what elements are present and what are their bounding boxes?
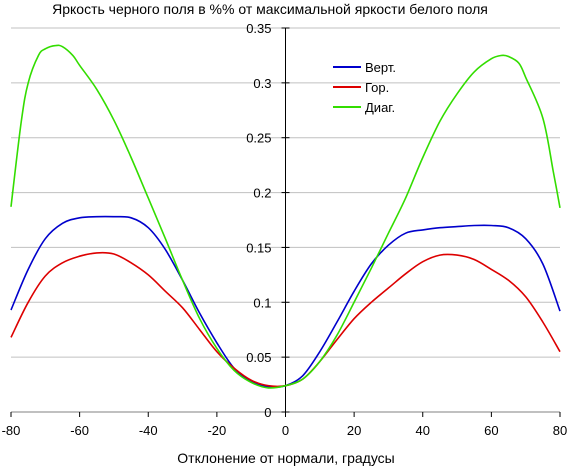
x-tick-label: -60 xyxy=(70,423,89,438)
y-tick-label: 0.1 xyxy=(253,295,271,310)
y-tick-label: 0 xyxy=(264,405,271,420)
y-tick-label: 0.3 xyxy=(253,76,271,91)
x-tick-label: -20 xyxy=(207,423,226,438)
y-tick-label: 0.2 xyxy=(253,186,271,201)
legend: Верт. Гор. Диаг. xyxy=(333,60,396,115)
x-tick-label: 60 xyxy=(484,423,498,438)
legend-label: Диаг. xyxy=(365,100,395,115)
x-tick-label: 20 xyxy=(347,423,361,438)
series-line-3 xyxy=(10,44,561,389)
y-tick-label: 0.25 xyxy=(246,131,271,146)
legend-label: Гор. xyxy=(365,80,389,95)
axes xyxy=(10,27,561,417)
x-tick-label: -40 xyxy=(139,423,158,438)
y-tick-label: 0.05 xyxy=(246,350,271,365)
x-tick-label: 40 xyxy=(416,423,430,438)
tick-labels: 0 0.05 0.1 0.15 0.2 0.25 0.3 0.35 -80 -60 -40 -20 0 2… xyxy=(2,21,568,438)
y-tick-label: 0.15 xyxy=(246,240,271,255)
series-lines xyxy=(10,44,561,389)
y-tick-label: 0.35 xyxy=(246,21,271,36)
x-tick-label: 80 xyxy=(553,423,567,438)
x-tick-label: -80 xyxy=(2,423,21,438)
chart-title: Яркость черного поля в %% от максимально… xyxy=(52,1,488,17)
x-tick-label: 0 xyxy=(282,423,289,438)
legend-label: Верт. xyxy=(365,60,396,75)
x-axis-label: Отклонение от нормали, градусы xyxy=(177,450,394,466)
